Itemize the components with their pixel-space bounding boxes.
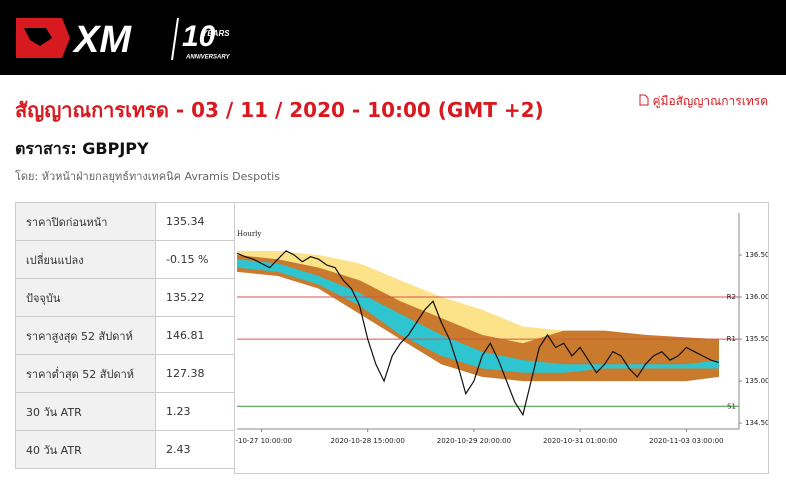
logo-divider xyxy=(171,17,179,61)
stat-value: -0.15 % xyxy=(155,240,235,279)
stat-value: 1.23 xyxy=(155,392,235,431)
stats-row: ราคาปิดก่อนหน้า 135.34 xyxy=(15,202,235,241)
logo[interactable]: XM 10 YEARS ANNIVERSARY xyxy=(0,0,260,75)
chart-title: Hourly xyxy=(237,230,261,238)
stat-value: 2.43 xyxy=(155,430,235,469)
stats-row: ปัจจุบัน 135.22 xyxy=(15,278,235,317)
stat-label: 30 วัน ATR xyxy=(15,392,156,431)
stats-row: 40 วัน ATR 2.43 xyxy=(15,430,235,469)
badge-bottom: ANNIVERSARY xyxy=(185,55,231,61)
badge-number: 10 xyxy=(182,20,216,53)
top-bar: XM 10 YEARS ANNIVERSARY xyxy=(0,0,786,75)
level-label: R2 xyxy=(727,293,736,301)
stats-row: ราคาต่ำสุด 52 สัปดาห์ 127.38 xyxy=(15,354,235,393)
stat-value: 135.34 xyxy=(155,202,235,241)
stat-label: ราคาปิดก่อนหน้า xyxy=(15,202,156,241)
stats-row: 30 วัน ATR 1.23 xyxy=(15,392,235,431)
y-tick-label: 135.50 xyxy=(745,335,768,343)
guide-link[interactable]: คู่มือสัญญาณการเทรด xyxy=(639,92,768,111)
stats-table: ราคาปิดก่อนหน้า 135.34 เปลี่ยนแปลง -0.15 % ป… xyxy=(15,202,235,469)
author: โดย: หัวหน้าฝ่ายกลยุทธ์ทางเทคนิค Avramis… xyxy=(15,170,280,183)
stat-value: 146.81 xyxy=(155,316,235,355)
stat-value: 127.38 xyxy=(155,354,235,393)
x-tick-label: 0-10-27 10:00:00 xyxy=(235,437,292,445)
stat-label: ราคาสูงสุด 52 สัปดาห์ xyxy=(15,316,156,355)
y-tick-label: 136.50 xyxy=(745,251,768,259)
page-title: สัญญาณการเทรด - 03 / 11 / 2020 - 10:00 (… xyxy=(15,98,544,122)
stats-row: ราคาสูงสุด 52 สัปดาห์ 146.81 xyxy=(15,316,235,355)
stats-row: เปลี่ยนแปลง -0.15 % xyxy=(15,240,235,279)
x-tick-label: 2020-11-03 03:00:00 xyxy=(649,437,723,445)
indicator-band xyxy=(237,259,719,373)
logo-text: XM xyxy=(72,19,132,61)
stat-label: ปัจจุบัน xyxy=(15,278,156,317)
stat-value: 135.22 xyxy=(155,278,235,317)
instrument: ตราสาร: GBPJPY xyxy=(15,139,149,158)
x-tick-label: 2020-10-28 15:00:00 xyxy=(331,437,405,445)
stat-label: 40 วัน ATR xyxy=(15,430,156,469)
price-line xyxy=(236,250,720,417)
y-tick-label: 136.00 xyxy=(745,293,768,301)
chart: Hourly R2 R1 S1 136.50 136.00 135.50 135.00 134… xyxy=(235,213,770,445)
guide-link-text[interactable]: คู่มือสัญญาณการเทรด xyxy=(652,94,769,108)
badge-top: YEARS xyxy=(202,29,230,38)
level-label: S1 xyxy=(727,402,736,410)
indicator-band xyxy=(237,255,719,382)
logo-icon-mark xyxy=(24,28,52,46)
stat-label: ราคาต่ำสุด 52 สัปดาห์ xyxy=(15,354,156,393)
stats-body: ราคาปิดก่อนหน้า 135.34 เปลี่ยนแปลง -0.15 % ป… xyxy=(15,202,235,469)
x-tick-label: 2020-10-31 01:00:00 xyxy=(543,437,617,445)
y-tick-label: 135.00 xyxy=(745,377,768,385)
x-tick-label: 2020-10-29 20:00:00 xyxy=(437,437,511,445)
stat-label: เปลี่ยนแปลง xyxy=(15,240,156,279)
y-tick-label: 134.50 xyxy=(745,419,768,427)
level-label: R1 xyxy=(727,335,736,343)
chart-frame: Hourly R2 R1 S1 136.50 136.00 135.50 135.00 134… xyxy=(234,202,770,474)
pdf-icon xyxy=(639,94,649,106)
